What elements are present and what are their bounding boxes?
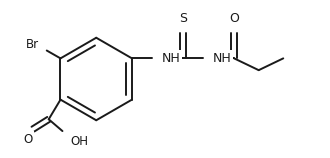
Text: O: O — [23, 133, 33, 146]
Text: OH: OH — [70, 135, 88, 148]
Text: NH: NH — [213, 52, 231, 65]
Text: NH: NH — [161, 52, 180, 65]
Text: O: O — [229, 12, 239, 25]
Text: S: S — [179, 12, 187, 25]
Text: Br: Br — [26, 38, 39, 51]
